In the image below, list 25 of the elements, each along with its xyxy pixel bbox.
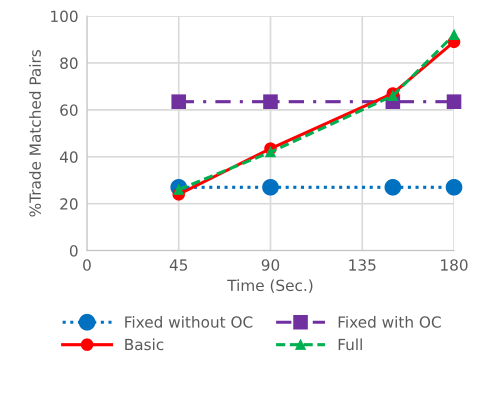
x-tick-label: 90 — [262, 259, 280, 271]
point — [263, 94, 278, 109]
y-tick-label: 100 — [51, 10, 78, 22]
legend-label: Basic — [125, 338, 164, 350]
y-tick-label: 20 — [60, 198, 78, 210]
y-tick-label: 40 — [60, 151, 78, 163]
point — [446, 94, 462, 109]
point — [171, 94, 186, 109]
x-axis-title: Time (Sec.) — [227, 279, 312, 293]
legend-label: Fixed without OC — [125, 316, 252, 328]
x-tick-label: 0 — [83, 259, 91, 271]
point — [384, 178, 402, 196]
legend-label: Fixed with OC — [338, 316, 441, 328]
point — [262, 178, 279, 196]
point — [448, 30, 460, 40]
x-tick-label: 45 — [170, 259, 188, 271]
point — [265, 146, 276, 158]
x-tick-label: 180 — [441, 259, 468, 271]
y-tick-label: 60 — [60, 104, 78, 116]
point — [446, 178, 462, 196]
y-tick-label: 0 — [70, 245, 78, 257]
y-axis-title: %Trade Matched Pairs — [29, 50, 41, 217]
y-tick-label: 80 — [60, 57, 78, 69]
x-tick-label: 135 — [349, 259, 376, 271]
legend-label: Full — [338, 338, 362, 350]
